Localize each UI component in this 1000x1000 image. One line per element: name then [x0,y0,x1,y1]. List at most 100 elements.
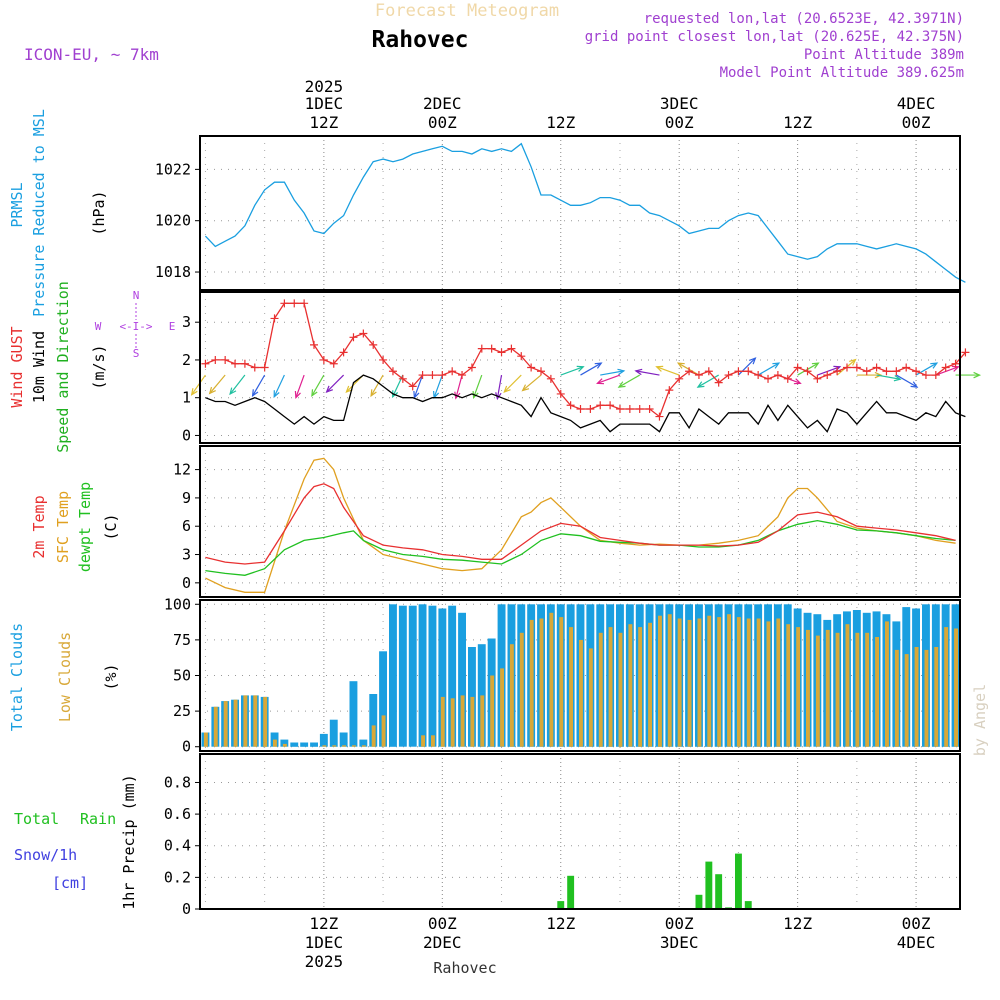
wind-direction-arrowhead [190,388,198,396]
wind-direction-arrow [817,366,841,376]
temp-ytick-label: 12 [173,461,191,479]
low-cloud-bar [904,654,909,747]
wind-gust-marker [349,333,358,342]
clouds-ytick-label: 25 [173,702,191,720]
low-cloud-bar [865,632,870,747]
total-cloud-bar [300,742,309,747]
low-cloud-bar [717,617,722,747]
wind-direction-arrowhead [772,362,781,369]
label-total: Total [14,810,59,828]
temp-frame [199,445,961,598]
low-cloud-bar [263,696,268,747]
wind-direction-arrowhead [930,362,939,369]
dewpt-temp-line [205,519,956,576]
low-cloud-bar [677,618,682,747]
label-pressure-msl: Pressure Reduced to MSL [30,109,48,317]
wind-direction-arrowhead [973,371,982,379]
label-dewpt-temp: dewpt Temp [76,482,94,572]
wind-direction-arrow [370,374,384,397]
label-cm: [cm] [52,874,88,892]
top-axis-label: 00Z [665,113,694,132]
label-wind-gust: Wind GUST [8,326,26,407]
wind-gust-marker [675,374,684,383]
low-cloud-bar [806,629,810,747]
wind-compass: N S W E <-I-> [95,289,176,360]
chart-panels: 1018102010220123036912025507510000.20.40… [155,135,982,918]
wind-gust-marker [438,371,447,380]
wind-gust-marker [231,359,240,368]
wind-direction-arrow [656,366,680,376]
wind-gust-marker [921,371,930,380]
low-cloud-bar [687,619,692,747]
low-cloud-bar [450,698,455,747]
wind-gust-marker [882,367,891,376]
wind-gust-marker [477,344,486,353]
wind-ytick-label: 1 [182,389,191,407]
low-cloud-bar [766,621,771,747]
compass-s: S [133,347,140,360]
low-cloud-bar [924,649,929,747]
bottom-axis-label: 00Z [902,914,931,933]
low-cloud-bar [608,627,613,747]
low-cloud-bar [648,622,652,747]
wind-direction-arrowhead [748,357,757,365]
total-cloud-bar [468,647,476,747]
wind-direction-arrow [935,366,959,376]
wind-direction-arrow [522,374,542,391]
wind-gust-marker [310,340,318,349]
pressure-plot-area [200,136,960,290]
label-hpa: (hPa) [90,190,108,235]
wind-gust-marker [912,367,921,376]
pressure-panel: 1018 1020 1022 [155,136,966,290]
precip-ytick-label: 0 [182,900,191,918]
wind-gust-marker [961,348,970,357]
wind-direction-arrow [737,357,756,376]
low-cloud-bar [588,648,593,747]
sfc-temp-line [205,457,956,593]
wind-direction-arrow [413,374,424,398]
wind-gust-marker [842,363,851,372]
wind-direction-arrow [311,374,325,397]
low-cloud-bar [954,628,958,747]
total-cloud-bar [428,605,437,747]
wind-direction-arrow [273,374,285,398]
credit-watermark: by Angel [971,684,989,756]
low-cloud-bar [549,612,554,747]
requested-coords: requested lon,lat (20.6523E, 42.3971N) [644,11,964,27]
low-cloud-bar [776,618,781,747]
wind-gust-marker [339,348,348,357]
low-cloud-bar [944,627,949,747]
precip-plot-area [200,754,960,909]
compass-arrow: <-I-> [119,320,152,333]
low-cloud-bar [835,632,840,747]
wind-gust-marker [379,355,388,364]
temp-plot-area [200,446,960,597]
compass-w: W [95,320,102,333]
wind-gust-line [205,302,966,418]
wind-direction-arrowhead [370,389,377,398]
top-axis-label: 1DEC [305,94,344,113]
clouds-ytick-label: 50 [173,667,191,685]
low-cloud-bar [381,715,386,747]
wind-gust-marker [645,405,654,414]
compass-n: N [133,289,140,302]
wind-gust-marker [862,367,871,376]
low-cloud-bar [322,745,327,747]
wind-direction-arrow [455,374,463,399]
wind-direction-arrow [580,362,602,376]
low-cloud-bar [618,632,623,747]
clouds-panel: 0 25 50 75 100 [164,595,960,756]
wind-gust-marker [260,363,269,372]
wind-gust-marker [240,359,249,368]
wind-gust-marker [300,299,309,308]
low-cloud-bar [500,668,504,747]
wind-gust-marker [201,359,210,368]
t2m-line [205,483,956,565]
wind-gust-marker [507,344,516,353]
wind-direction-arrowhead [273,390,280,399]
model-altitude: Model Point Altitude 389.625m [720,65,964,81]
wind-gust-marker [448,367,457,376]
low-cloud-bar [460,695,465,747]
wind-gust-marker [803,367,812,376]
low-cloud-bar [885,621,889,747]
